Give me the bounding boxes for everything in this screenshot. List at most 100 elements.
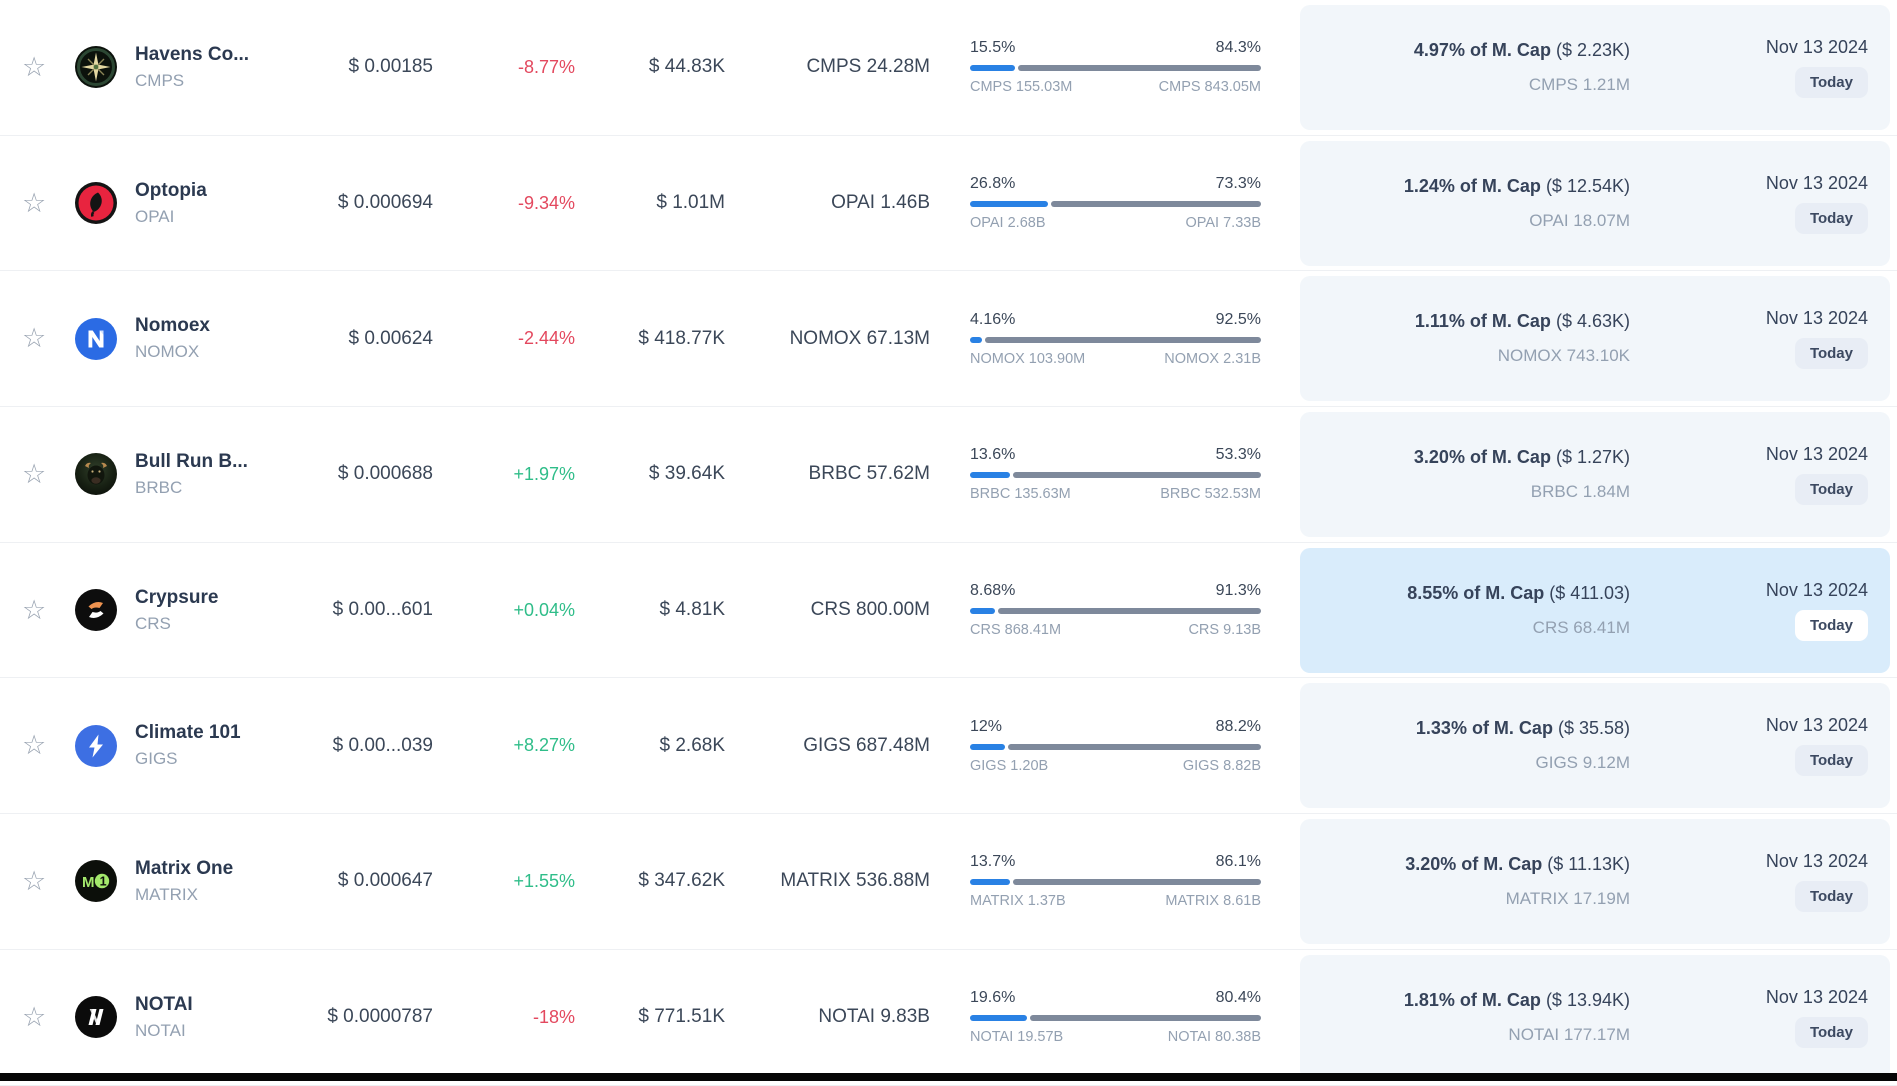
coin-logo-cell [75,724,135,767]
supply-progress: 13.6% 53.3% BRBC 135.63M BRBC 532.53M [970,446,1261,502]
progress-bar-track [1030,1015,1261,1022]
favorite-star-icon[interactable]: ☆ [22,865,47,896]
progress-bar [970,608,1261,615]
mcap-block: 1.11% of M. Cap ($ 4.63K) NOMOX 743.10K [1318,311,1630,366]
favorite-star-icon[interactable]: ☆ [22,323,47,354]
mcap-card: 1.33% of M. Cap ($ 35.58) GIGS 9.12M Nov… [1300,683,1890,809]
progress-bar-fill [970,472,1010,479]
progress-bar [970,65,1261,72]
coin-name[interactable]: Nomoex [135,315,210,337]
volume-value: $ 44.83K [648,56,725,78]
mcap-block: 1.24% of M. Cap ($ 12.54K) OPAI 18.07M [1318,176,1630,231]
supply-progress: 4.16% 92.5% NOMOX 103.90M NOMOX 2.31B [970,311,1261,367]
progress-bar [970,336,1261,343]
coin-logo-cell [75,46,135,89]
progress-bar-track [985,336,1261,343]
supply-progress: 13.7% 86.1% MATRIX 1.37B MATRIX 8.61B [970,853,1261,909]
mcap-token-amount: CMPS 1.21M [1528,74,1630,94]
coin-symbol: MATRIX [135,884,198,904]
coin-symbol: OPAI [135,206,175,226]
progress-right-percent: 91.3% [1215,582,1261,600]
coin-name[interactable]: Bull Run B... [135,450,248,472]
coin-name[interactable]: Optopia [135,179,207,201]
coin-symbol: BRBC [135,477,183,497]
change-percent: +1.97% [513,463,575,484]
mcap-usd-value: ($ 35.58) [1557,718,1630,739]
price-value: $ 0.000647 [337,870,433,892]
volume-value: $ 418.77K [638,327,725,349]
coin-name[interactable]: Matrix One [135,857,234,879]
volume-value: $ 1.01M [656,192,725,214]
mcap-card: 3.20% of M. Cap ($ 1.27K) BRBC 1.84M Nov… [1300,411,1890,537]
date-block: Nov 13 2024 Today [1766,715,1868,777]
progress-left-percent: 13.6% [970,446,1016,464]
progress-percent-labels: 26.8% 73.3% [970,175,1261,193]
favorite-star-icon[interactable]: ☆ [22,51,47,82]
favorite-star-icon[interactable]: ☆ [22,594,47,625]
coin-name-cell: Optopia OPAI [135,180,285,227]
progress-amount-labels: GIGS 1.20B GIGS 8.82B [970,758,1261,774]
favorite-star-icon[interactable]: ☆ [22,1001,47,1032]
coin-logo-icon [75,589,117,632]
mcap-percent-line: 3.20% of M. Cap ($ 11.13K) [1318,854,1630,875]
mcap-percent: 3.20% of M. Cap [1405,853,1543,874]
price-value: $ 0.00...039 [332,734,433,756]
volume-value: $ 39.64K [648,463,725,485]
progress-right-amount: GIGS 8.82B [1182,757,1261,774]
coin-symbol: NOTAI [135,1020,186,1040]
mcap-card: 4.97% of M. Cap ($ 2.23K) CMPS 1.21M Nov… [1300,4,1890,130]
progress-bar-fill [970,879,1010,886]
progress-right-amount: NOTAI 80.38B [1167,1029,1261,1046]
favorite-star-icon[interactable]: ☆ [22,458,47,489]
coin-logo-cell [75,589,135,632]
coin-name-cell: Havens Co... CMPS [135,44,285,91]
today-badge: Today [1794,338,1868,370]
progress-bar-track [1007,743,1261,750]
progress-left-amount: CMPS 155.03M [970,79,1073,96]
mcap-token-amount: NOTAI 177.17M [1508,1024,1630,1044]
favorite-star-icon[interactable]: ☆ [22,730,47,761]
mcap-percent-line: 1.24% of M. Cap ($ 12.54K) [1318,176,1630,197]
listed-date: Nov 13 2024 [1765,36,1868,57]
mcap-percent-line: 1.11% of M. Cap ($ 4.63K) [1318,311,1630,332]
coin-name[interactable]: NOTAI [135,993,193,1015]
coin-symbol: CRS [135,613,171,633]
progress-right-percent: 88.2% [1215,717,1261,735]
coin-name[interactable]: Climate 101 [135,722,241,744]
table-row: ☆ Optopia OPAI $ 0.000694 -9.34% $ 1.01M… [0,135,1897,272]
favorite-star-icon[interactable]: ☆ [22,187,47,218]
coin-logo-cell [75,996,135,1039]
progress-bar-fill [970,336,983,343]
progress-bar [970,472,1261,479]
window-bottom-edge [0,1073,1897,1081]
progress-right-amount: MATRIX 8.61B [1165,893,1261,910]
coin-logo-cell [75,317,135,360]
favorite-cell: ☆ [0,51,75,82]
progress-right-amount: CRS 9.13B [1188,622,1261,639]
supply-value: BRBC 57.62M [808,463,930,485]
progress-right-percent: 53.3% [1215,446,1261,464]
listed-date: Nov 13 2024 [1765,443,1868,464]
coin-symbol: GIGS [135,749,178,769]
mcap-usd-value: ($ 4.63K) [1555,311,1630,332]
coin-name-cell: NOTAI NOTAI [135,994,285,1041]
progress-bar-track [998,608,1261,615]
price-value: $ 0.0000787 [327,1006,433,1028]
mcap-percent-line: 3.20% of M. Cap ($ 1.27K) [1318,447,1630,468]
favorite-cell: ☆ [0,187,75,218]
mcap-percent: 1.81% of M. Cap [1403,989,1541,1010]
svg-text:M: M [82,874,95,891]
volume-value: $ 2.68K [659,734,726,756]
favorite-cell: ☆ [0,325,75,352]
mcap-card: 1.81% of M. Cap ($ 13.94K) NOTAI 177.17M… [1300,954,1890,1080]
progress-percent-labels: 4.16% 92.5% [970,311,1261,329]
progress-percent-labels: 15.5% 84.3% [970,39,1261,57]
progress-bar-fill [970,201,1048,208]
change-percent: +8.27% [513,735,575,756]
progress-left-amount: NOMOX 103.90M [970,350,1086,367]
mcap-percent-line: 1.33% of M. Cap ($ 35.58) [1318,718,1630,739]
supply-progress: 8.68% 91.3% CRS 868.41M CRS 9.13B [970,582,1261,638]
coin-name[interactable]: Havens Co... [135,43,250,65]
coin-name[interactable]: Crypsure [135,586,219,608]
